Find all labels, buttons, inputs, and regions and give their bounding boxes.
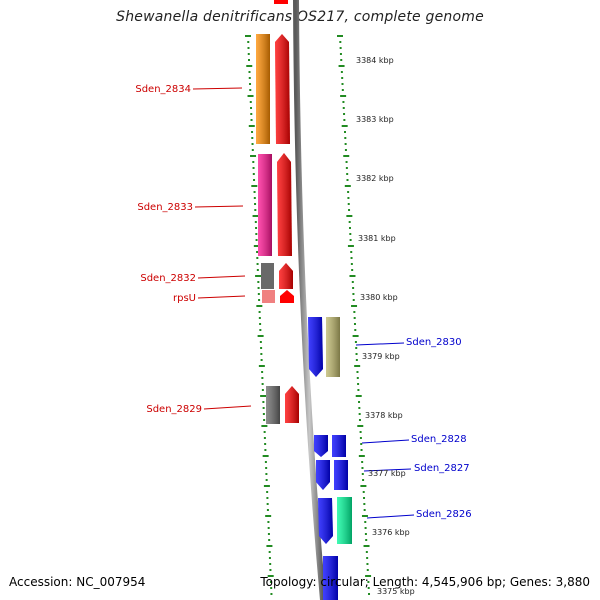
scale-label: 3377 kbp bbox=[368, 469, 406, 478]
gene-partial-bottom bbox=[323, 556, 338, 600]
map-title: Shewanella denitrificans OS217, complete… bbox=[116, 9, 484, 25]
scale-label: 3379 kbp bbox=[362, 352, 400, 361]
scale-label: 3376 kbp bbox=[372, 528, 410, 537]
gene-sden-2827[interactable] bbox=[316, 460, 348, 490]
forward-gene-labels: Sden_2834 Sden_2833 Sden_2832 rpsU Sden_… bbox=[135, 84, 252, 415]
scale-labels: 3384 kbp 3383 kbp 3382 kbp 3381 kbp 3380… bbox=[356, 56, 415, 596]
accession-text: Accession: NC_007954 bbox=[9, 575, 146, 589]
gene-label-sden-2826[interactable]: Sden_2826 bbox=[416, 509, 472, 520]
gene-label-sden-2829[interactable]: Sden_2829 bbox=[146, 404, 202, 415]
gene-partial-top bbox=[274, 0, 288, 4]
scale-label: 3380 kbp bbox=[360, 293, 398, 302]
gene-label-sden-2827[interactable]: Sden_2827 bbox=[414, 463, 470, 474]
gene-sden-2832[interactable] bbox=[261, 263, 293, 289]
gene-label-sden-2834[interactable]: Sden_2834 bbox=[135, 84, 191, 95]
gene-label-sden-2828[interactable]: Sden_2828 bbox=[411, 434, 467, 445]
gene-sden-2828[interactable] bbox=[314, 435, 346, 457]
genome-backbone bbox=[293, 0, 326, 600]
reverse-gene-labels: Sden_2830 Sden_2828 Sden_2827 Sden_2826 bbox=[355, 337, 472, 520]
scale-label: 3375 kbp bbox=[377, 587, 415, 596]
gene-label-sden-2830[interactable]: Sden_2830 bbox=[406, 337, 462, 348]
gene-sden-2826[interactable] bbox=[318, 497, 352, 544]
inner-tick-track bbox=[245, 35, 274, 595]
gene-label-rpsu[interactable]: rpsU bbox=[173, 293, 196, 304]
cog-block bbox=[262, 290, 275, 303]
gene-sden-2830[interactable] bbox=[308, 317, 340, 377]
gene-sden-2833[interactable] bbox=[258, 153, 292, 256]
scale-label: 3384 kbp bbox=[356, 56, 394, 65]
gene-sden-2834[interactable] bbox=[256, 34, 290, 144]
gene-label-sden-2833[interactable]: Sden_2833 bbox=[137, 202, 193, 213]
scale-label: 3382 kbp bbox=[356, 174, 394, 183]
scale-label: 3378 kbp bbox=[365, 411, 403, 420]
outer-tick-track bbox=[337, 35, 372, 595]
cog-block bbox=[261, 263, 274, 289]
gene-arrow bbox=[280, 290, 294, 303]
scale-label: 3381 kbp bbox=[358, 234, 396, 243]
scale-label: 3383 kbp bbox=[356, 115, 394, 124]
gene-sden-2829[interactable] bbox=[266, 386, 299, 424]
gene-label-sden-2832[interactable]: Sden_2832 bbox=[140, 273, 196, 284]
genome-summary-text: Topology: circular; Length: 4,545,906 bp… bbox=[260, 575, 590, 589]
gene-rpsu[interactable] bbox=[262, 290, 294, 303]
